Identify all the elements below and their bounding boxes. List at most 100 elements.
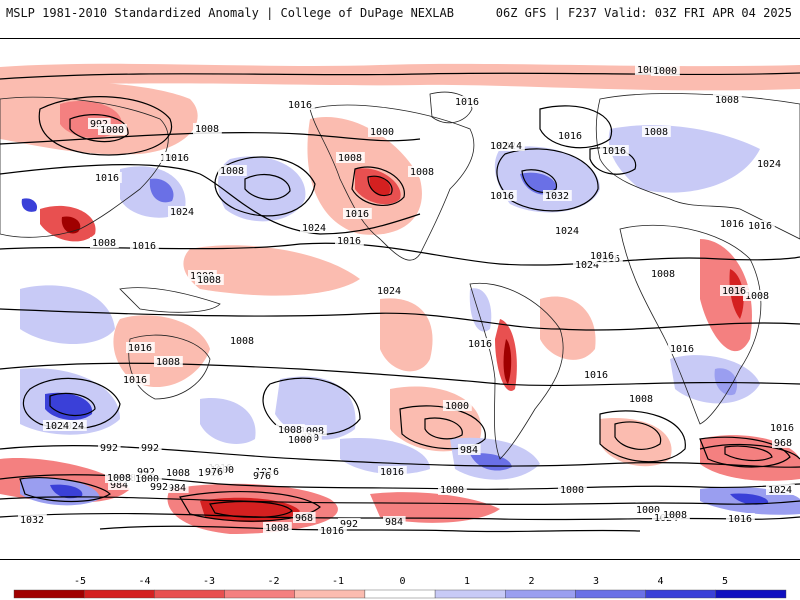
pos-anomaly-se-ocean-core <box>730 493 769 505</box>
isobar-label-bg <box>126 342 155 353</box>
isobar-label: 1024 <box>575 260 599 271</box>
isobar-label: 1016 <box>468 339 492 350</box>
isobar-n-pacific-band <box>0 132 421 145</box>
isobar-label: 984 <box>385 517 403 528</box>
colorbar-tick-label: -3 <box>203 576 215 587</box>
isobar-labels: 1008992100010081016101610161008101610241… <box>18 64 797 537</box>
pos-anomaly-china-small <box>21 198 38 212</box>
isobar-label: 1016 <box>770 423 794 434</box>
pos-anomaly-nw-pacific-core <box>149 178 174 203</box>
colorbar-swatch <box>13 589 85 599</box>
isobar-aus-high-inner <box>49 392 96 416</box>
isobar-label: 1000 <box>100 125 124 136</box>
isobar-label: 992 <box>141 443 159 454</box>
isobar-label-bg <box>139 442 162 453</box>
isobar-label-bg <box>338 518 361 529</box>
isobar-label: 1016 <box>590 251 614 262</box>
colorbar-swatch <box>434 589 506 599</box>
isobar-label: 1008 <box>278 425 302 436</box>
isobar-n-pacific-high <box>214 156 316 217</box>
isobar-label: 1016 <box>345 209 369 220</box>
isobar-label: 1000 <box>370 127 394 138</box>
isobar-label-bg <box>488 140 517 151</box>
colorbar-tick-label: -1 <box>332 576 344 587</box>
isobar-label-bg <box>203 466 226 477</box>
map-title: MSLP 1981-2010 Standardized Anomaly | Co… <box>6 6 454 20</box>
isobar-label: 1016 <box>490 191 514 202</box>
isobar-label: 1024 <box>377 286 401 297</box>
isobar-label-bg <box>98 124 127 135</box>
isobar-label: 1024 <box>170 207 194 218</box>
isobar-label-bg <box>130 240 159 251</box>
isobar-label-bg <box>573 259 602 270</box>
isobar-label-bg <box>558 484 587 495</box>
isobar-label-bg <box>218 165 247 176</box>
isobar-nw-low-inner <box>69 114 129 143</box>
isobar-label-bg <box>154 356 183 367</box>
isobar-label-bg <box>163 152 192 163</box>
isobar-n-atlantic-high-inner <box>521 169 558 193</box>
isobar-europe <box>539 105 613 149</box>
isobar-label-bg <box>98 442 121 453</box>
isobar-s-ocean-5 <box>99 525 641 533</box>
isobar-label-bg <box>383 516 406 527</box>
isobar-us-low-inner <box>367 175 393 197</box>
isobar-label: 1024 <box>60 421 84 432</box>
isobar-s-africa-low <box>699 443 800 460</box>
isobar-label-bg <box>90 237 119 248</box>
isobar-se-low <box>699 436 791 468</box>
isobar-s-ocean-3 <box>0 496 800 506</box>
isobar-equatorial <box>0 308 800 331</box>
colorbar-swatch <box>224 589 295 599</box>
neg-anomaly-central-pacific <box>183 245 360 296</box>
isobar-label-bg <box>772 437 795 448</box>
isobar-label-bg <box>88 118 111 129</box>
isobar-label: 1016 <box>728 514 752 525</box>
isobar-label-bg <box>582 369 611 380</box>
isobar-label: 1008 <box>644 127 668 138</box>
isobar-label-bg <box>718 218 747 229</box>
isobar-label-bg <box>168 206 197 217</box>
isobar-label: 992 <box>137 467 155 478</box>
isobar-sw-low <box>19 477 111 503</box>
africa-outline <box>619 224 762 425</box>
neg-anomaly-s-america <box>540 296 596 360</box>
isobar-label: 984 <box>110 480 128 491</box>
colorbar-ticks: -5 -4 -3 -2 -1 0 1 2 3 4 5 <box>74 576 728 587</box>
colorbar-tick-label: 2 <box>528 576 534 587</box>
isobar-label: 1000 <box>288 435 312 446</box>
isobar-label: 1008 <box>715 95 739 106</box>
anomaly-shading <box>0 63 800 534</box>
isobar-label-bg <box>300 222 329 233</box>
isobar-antarctic-low-inner <box>209 501 293 518</box>
isobar-label: 992 <box>150 482 168 493</box>
isobar-s-indian-inner <box>614 421 662 450</box>
colorbar-tick-label: 4 <box>657 576 663 587</box>
pos-anomaly-s-pacific-e <box>340 438 430 475</box>
isobar-label: 1016 <box>455 97 479 108</box>
isobar-label: 1000 <box>445 401 469 412</box>
isobar-label: 1016 <box>132 241 156 252</box>
isobar-label-bg <box>443 400 472 411</box>
isobar-label: 1008 <box>265 523 289 534</box>
isobar-s-indian <box>599 410 686 463</box>
neg-anomaly-us-west-core <box>369 176 391 197</box>
pos-anomaly-s-pacific-mid <box>200 398 256 444</box>
isobar-label: 1000 <box>135 474 159 485</box>
isobar-s-pacific-low-inner <box>424 417 463 440</box>
isobar-label-bg <box>43 420 72 431</box>
isobar-label: 1016 <box>123 375 147 386</box>
colorbar-tick-label: 5 <box>722 576 728 587</box>
isobar-label: 1016 <box>288 100 312 111</box>
isobar-label: 1008 <box>629 394 653 405</box>
isobar-us-low <box>351 166 405 206</box>
isobar-label: 1016 <box>748 221 772 232</box>
isobar-label-bg <box>276 424 305 435</box>
colorbar-swatch <box>715 589 787 599</box>
isobar-label-bg <box>720 285 749 296</box>
isobar-label: 1008 <box>156 357 180 368</box>
isobar-label-bg <box>164 467 193 478</box>
isobar-label: 1024 <box>768 485 792 496</box>
isobar-label-bg <box>726 513 755 524</box>
isobar-label: 1016 <box>720 219 744 230</box>
